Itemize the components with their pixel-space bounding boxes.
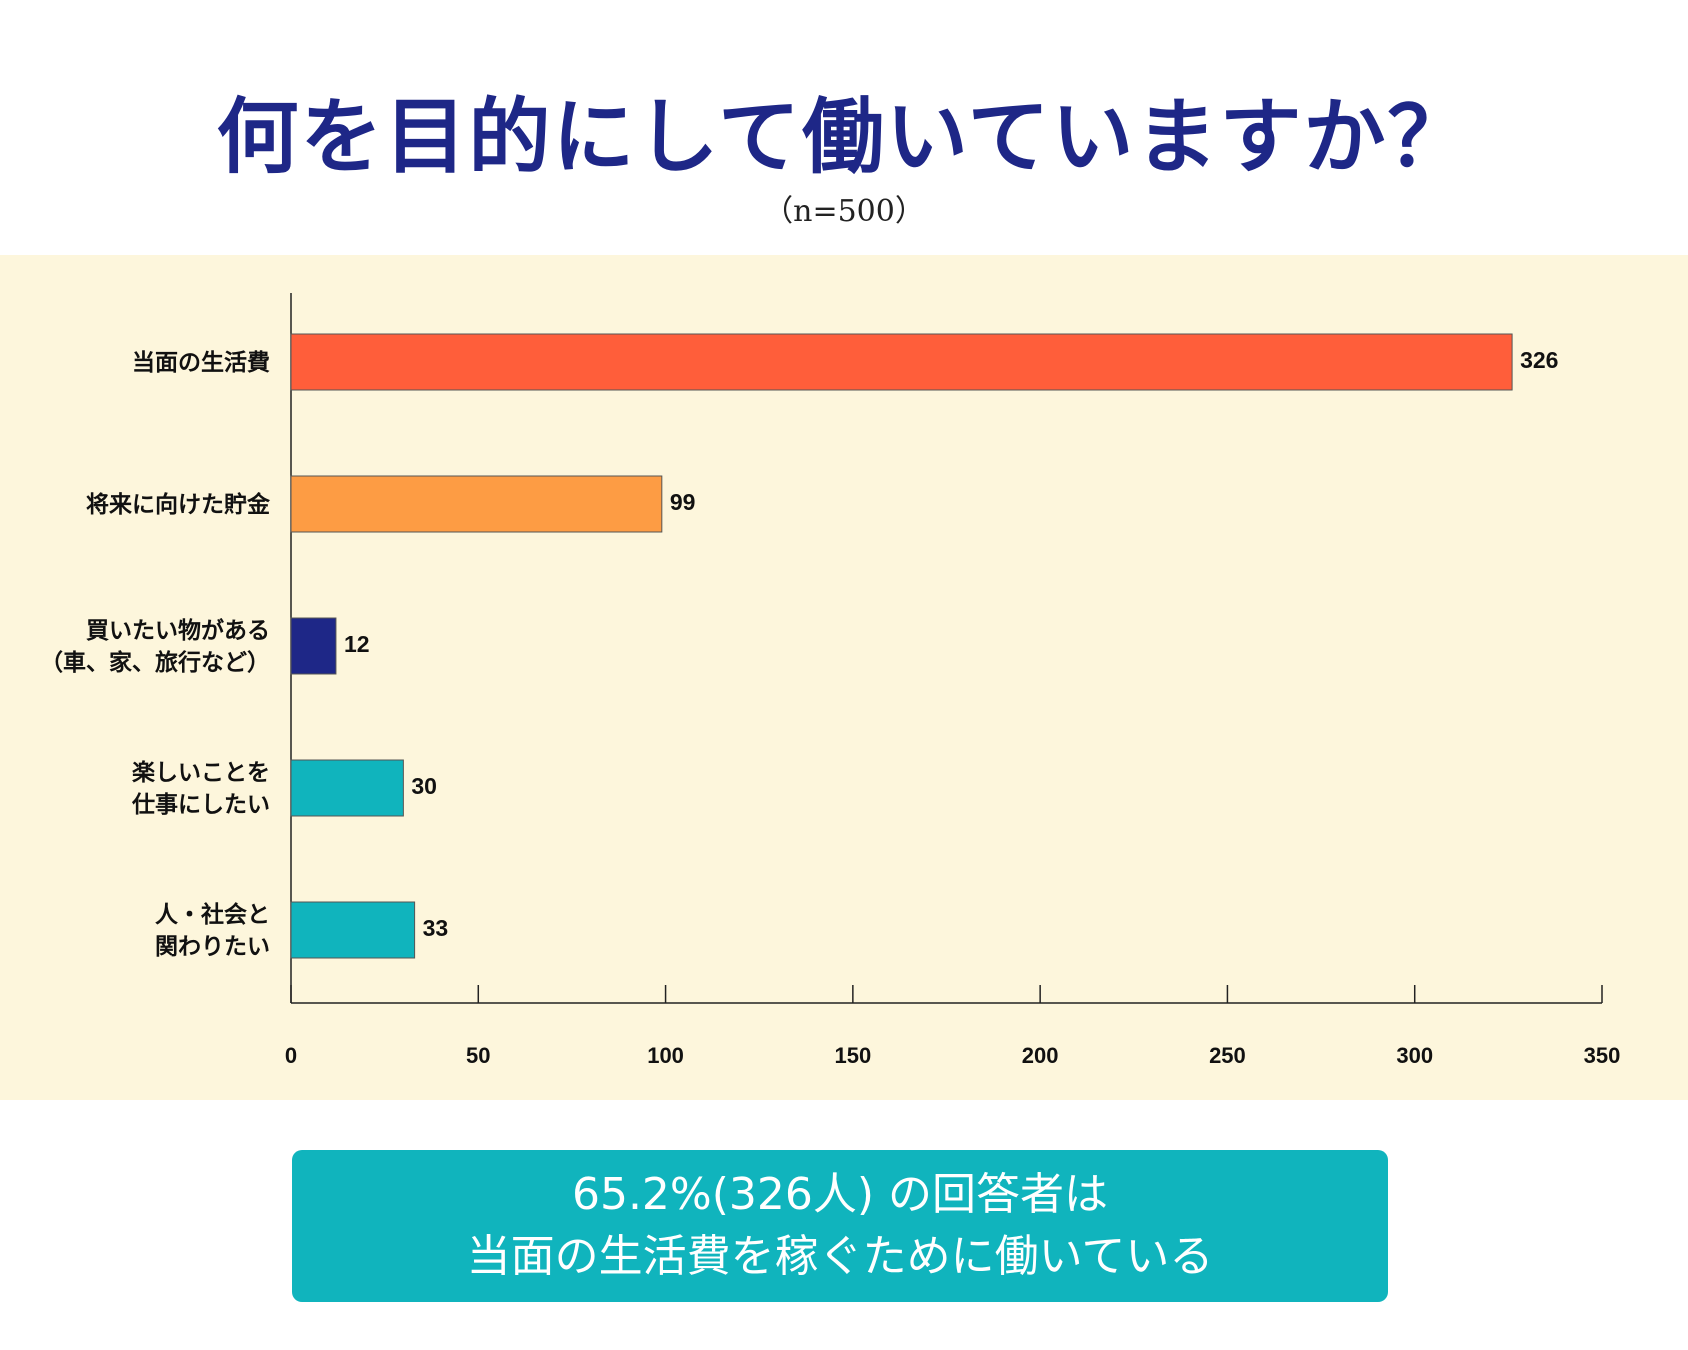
bar bbox=[290, 901, 416, 959]
summary-box: 65.2%(326人) の回答者は 当面の生活費を稼ぐために働いている bbox=[292, 1150, 1388, 1302]
chart-title: 何を目的にして働いていますか？ bbox=[216, 90, 1472, 185]
category-label: 仕事にしたい bbox=[131, 791, 270, 818]
bar-value-label: 33 bbox=[423, 915, 449, 941]
x-tick-label: 150 bbox=[834, 1043, 871, 1068]
bar-value-label: 30 bbox=[411, 773, 437, 799]
x-tick-label: 50 bbox=[466, 1043, 490, 1068]
x-tick-label: 300 bbox=[1396, 1043, 1433, 1068]
bar bbox=[290, 333, 1513, 391]
x-tick-label: 0 bbox=[285, 1043, 297, 1068]
bar bbox=[290, 759, 404, 817]
x-tick-label: 250 bbox=[1209, 1043, 1246, 1068]
category-label: 関わりたい bbox=[155, 934, 270, 960]
category-label: 将来に向けた貯金 bbox=[86, 491, 271, 518]
category-label: 買いたい物がある bbox=[86, 617, 270, 644]
bar-value-label: 12 bbox=[344, 631, 370, 657]
chart-subtitle: （n=500） bbox=[763, 194, 925, 229]
bar-chart: 0 50 100 150 200 250 300 350 326 当面の生活費 99 将来に向けた貯金… bbox=[40, 293, 1621, 1068]
category-label: 楽しいことを bbox=[132, 759, 270, 786]
category-label: 人・社会と bbox=[155, 901, 270, 928]
chart-panel: 0 50 100 150 200 250 300 350 326 当面の生活費 99 将来に向けた貯金… bbox=[0, 255, 1688, 1100]
category-label: 当面の生活費 bbox=[132, 350, 270, 376]
bar bbox=[290, 617, 337, 675]
summary-line-1: 65.2%(326人) の回答者は bbox=[571, 1169, 1109, 1220]
summary-line-2: 当面の生活費を稼ぐために働いている bbox=[466, 1231, 1214, 1282]
bar bbox=[290, 475, 663, 533]
x-tick-label: 100 bbox=[647, 1043, 684, 1068]
bar-value-label: 326 bbox=[1520, 347, 1558, 373]
x-tick-label: 200 bbox=[1022, 1043, 1059, 1068]
category-label: （車、家、旅行など） bbox=[40, 649, 270, 676]
x-tick-label: 350 bbox=[1584, 1043, 1621, 1068]
bar-value-label: 99 bbox=[670, 489, 696, 515]
